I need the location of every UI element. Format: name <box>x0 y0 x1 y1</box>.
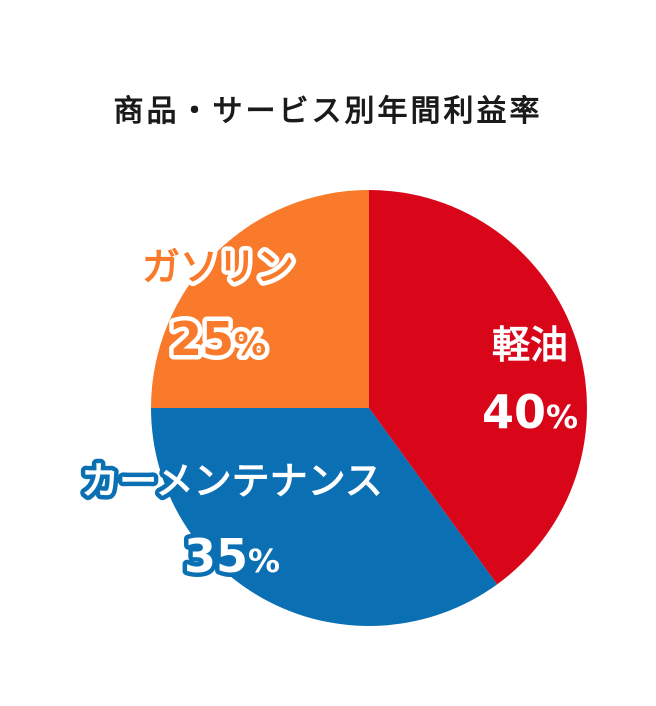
percent-sign: % <box>546 398 578 436</box>
pie-slice <box>151 190 369 408</box>
slice-category-label: ガソリン <box>142 245 294 289</box>
percent-sign: % <box>234 325 266 363</box>
slice-category-label: カーメンテナンス <box>81 459 383 503</box>
percent-sign: % <box>248 542 280 580</box>
slice-category-label: 軽油 <box>492 323 568 367</box>
pie-slice <box>151 408 498 626</box>
pie-slices <box>151 190 587 626</box>
pie-slice <box>369 190 587 585</box>
slice-percent-label: 35% <box>184 529 280 583</box>
chart-title: 商品・サービス別年間利益率 <box>113 94 543 129</box>
